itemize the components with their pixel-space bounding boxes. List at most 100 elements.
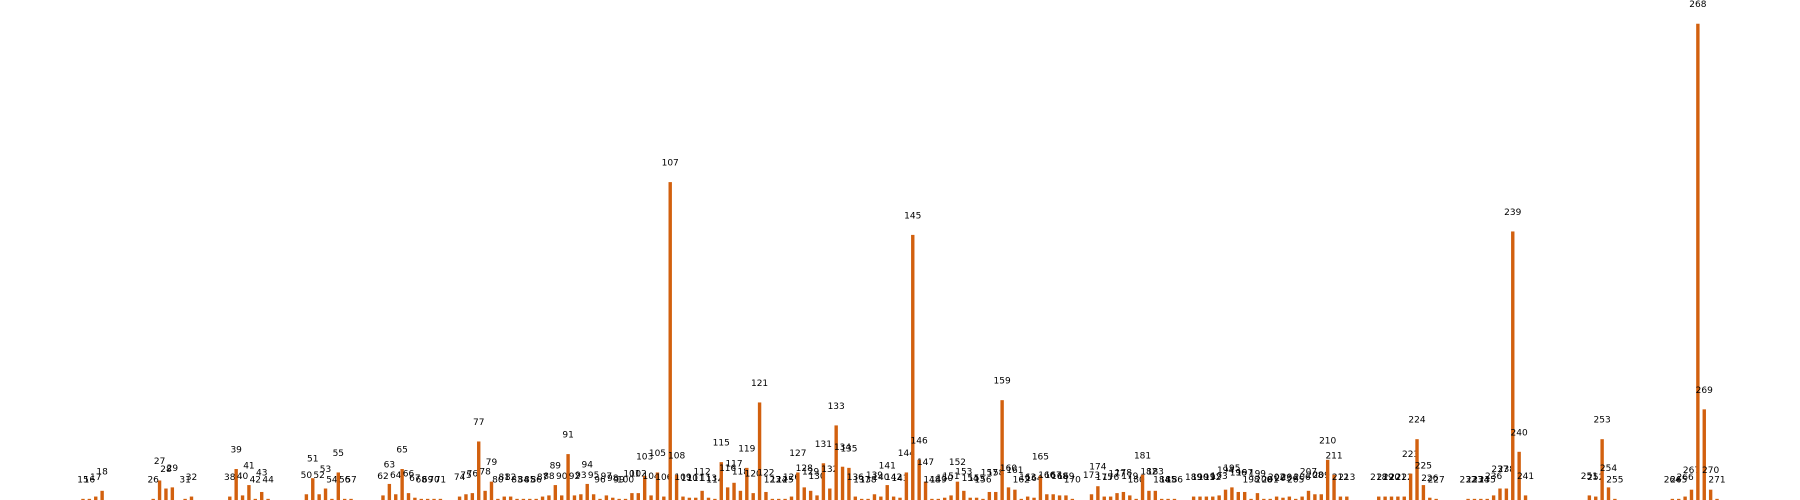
bar bbox=[566, 454, 570, 500]
bar-label: 131 bbox=[815, 440, 832, 450]
bar bbox=[981, 498, 985, 500]
bar bbox=[1491, 495, 1496, 500]
bar-label: 136 bbox=[847, 473, 864, 483]
bar bbox=[828, 488, 832, 500]
bar bbox=[942, 497, 947, 500]
bar-label: 106 bbox=[655, 473, 672, 483]
bar bbox=[183, 498, 187, 500]
bar bbox=[611, 497, 615, 500]
bar-label: 198 bbox=[1242, 475, 1259, 485]
bar-label: 101 bbox=[623, 470, 640, 480]
bar bbox=[1070, 498, 1075, 500]
bar bbox=[591, 494, 596, 500]
bar bbox=[1064, 495, 1068, 500]
bar bbox=[1160, 498, 1164, 500]
bar bbox=[1708, 489, 1713, 500]
bar bbox=[336, 472, 340, 500]
bar bbox=[681, 496, 685, 500]
bar bbox=[1057, 495, 1062, 500]
bar-label: 80 bbox=[492, 475, 504, 485]
bar-label: 56 bbox=[339, 475, 351, 485]
bar bbox=[642, 475, 647, 500]
bar bbox=[560, 495, 564, 500]
bar bbox=[1140, 474, 1145, 500]
bar-label: 83 bbox=[511, 475, 522, 485]
bar-label: 207 bbox=[1300, 467, 1317, 477]
bar-label: 26 bbox=[147, 475, 159, 485]
bar-label: 199 bbox=[1249, 470, 1266, 480]
bar bbox=[1121, 491, 1126, 500]
bar-label: 75 bbox=[460, 471, 471, 481]
bar-label: 138 bbox=[859, 475, 876, 485]
bar-label: 154 bbox=[962, 474, 979, 484]
bar bbox=[674, 474, 679, 500]
bar-label: 16 bbox=[84, 475, 96, 485]
bar bbox=[911, 234, 915, 500]
bar-label: 137 bbox=[853, 475, 870, 485]
bar bbox=[1147, 490, 1151, 500]
bar-label: 193 bbox=[1211, 472, 1228, 482]
bar bbox=[1434, 498, 1438, 500]
bar-label: 42 bbox=[250, 475, 261, 485]
bar-label: 183 bbox=[1147, 467, 1164, 477]
bar bbox=[719, 462, 723, 500]
bar-label: 40 bbox=[237, 472, 249, 482]
bar bbox=[1606, 487, 1611, 500]
bar bbox=[457, 496, 462, 500]
bar bbox=[1389, 496, 1394, 500]
bar-label: 129 bbox=[802, 467, 819, 477]
bar-label: 63 bbox=[384, 460, 395, 470]
bar bbox=[783, 498, 787, 500]
bar-label: 32 bbox=[186, 473, 197, 483]
bar bbox=[381, 495, 385, 500]
bar-label: 158 bbox=[987, 468, 1004, 478]
bar-label: 112 bbox=[694, 467, 711, 477]
bar-label: 108 bbox=[668, 451, 685, 461]
bar bbox=[1702, 409, 1706, 500]
bar-label: 166 bbox=[1038, 471, 1055, 481]
bar bbox=[987, 491, 992, 500]
bar bbox=[489, 481, 494, 500]
bar bbox=[1466, 498, 1470, 500]
bar-label: 120 bbox=[745, 470, 762, 480]
bar bbox=[955, 481, 960, 500]
bar-label: 210 bbox=[1319, 436, 1336, 446]
bar-label: 102 bbox=[630, 470, 647, 480]
bar-label: 50 bbox=[301, 471, 313, 481]
bar-label: 196 bbox=[1230, 468, 1247, 478]
bar bbox=[1166, 498, 1170, 500]
bar bbox=[815, 495, 819, 500]
bar-label: 164 bbox=[1025, 474, 1042, 484]
bar bbox=[1689, 489, 1694, 500]
bar-label: 124 bbox=[770, 475, 787, 485]
bar-label: 125 bbox=[777, 475, 794, 485]
bar-label: 68 bbox=[416, 475, 428, 485]
bar-label: 38 bbox=[224, 473, 236, 483]
bar-label: 31 bbox=[179, 475, 190, 485]
bar-label: 105 bbox=[649, 449, 666, 459]
bar-label: 209 bbox=[1313, 471, 1330, 481]
bar bbox=[323, 488, 328, 500]
bar bbox=[1313, 494, 1317, 500]
bar bbox=[394, 494, 398, 500]
bar-label: 219 bbox=[1377, 473, 1394, 483]
bar-label: 89 bbox=[550, 462, 562, 472]
bar-label: 18 bbox=[96, 467, 108, 477]
bar-label: 77 bbox=[473, 418, 484, 428]
bar-label: 93 bbox=[575, 471, 586, 481]
bar-label: 211 bbox=[1325, 451, 1342, 461]
bar-label: 202 bbox=[1268, 473, 1285, 483]
bar-label: 144 bbox=[898, 449, 915, 459]
bar bbox=[253, 498, 258, 500]
bar-label: 159 bbox=[994, 377, 1011, 387]
bar-label: 66 bbox=[403, 470, 415, 480]
bar-label: 204 bbox=[1281, 473, 1298, 483]
bar bbox=[1306, 490, 1311, 500]
bar bbox=[777, 498, 781, 500]
bar-label: 148 bbox=[923, 475, 940, 485]
bar-label: 92 bbox=[569, 472, 580, 482]
bar-label: 140 bbox=[872, 473, 889, 483]
bar bbox=[1051, 494, 1055, 500]
bar bbox=[1255, 493, 1260, 500]
